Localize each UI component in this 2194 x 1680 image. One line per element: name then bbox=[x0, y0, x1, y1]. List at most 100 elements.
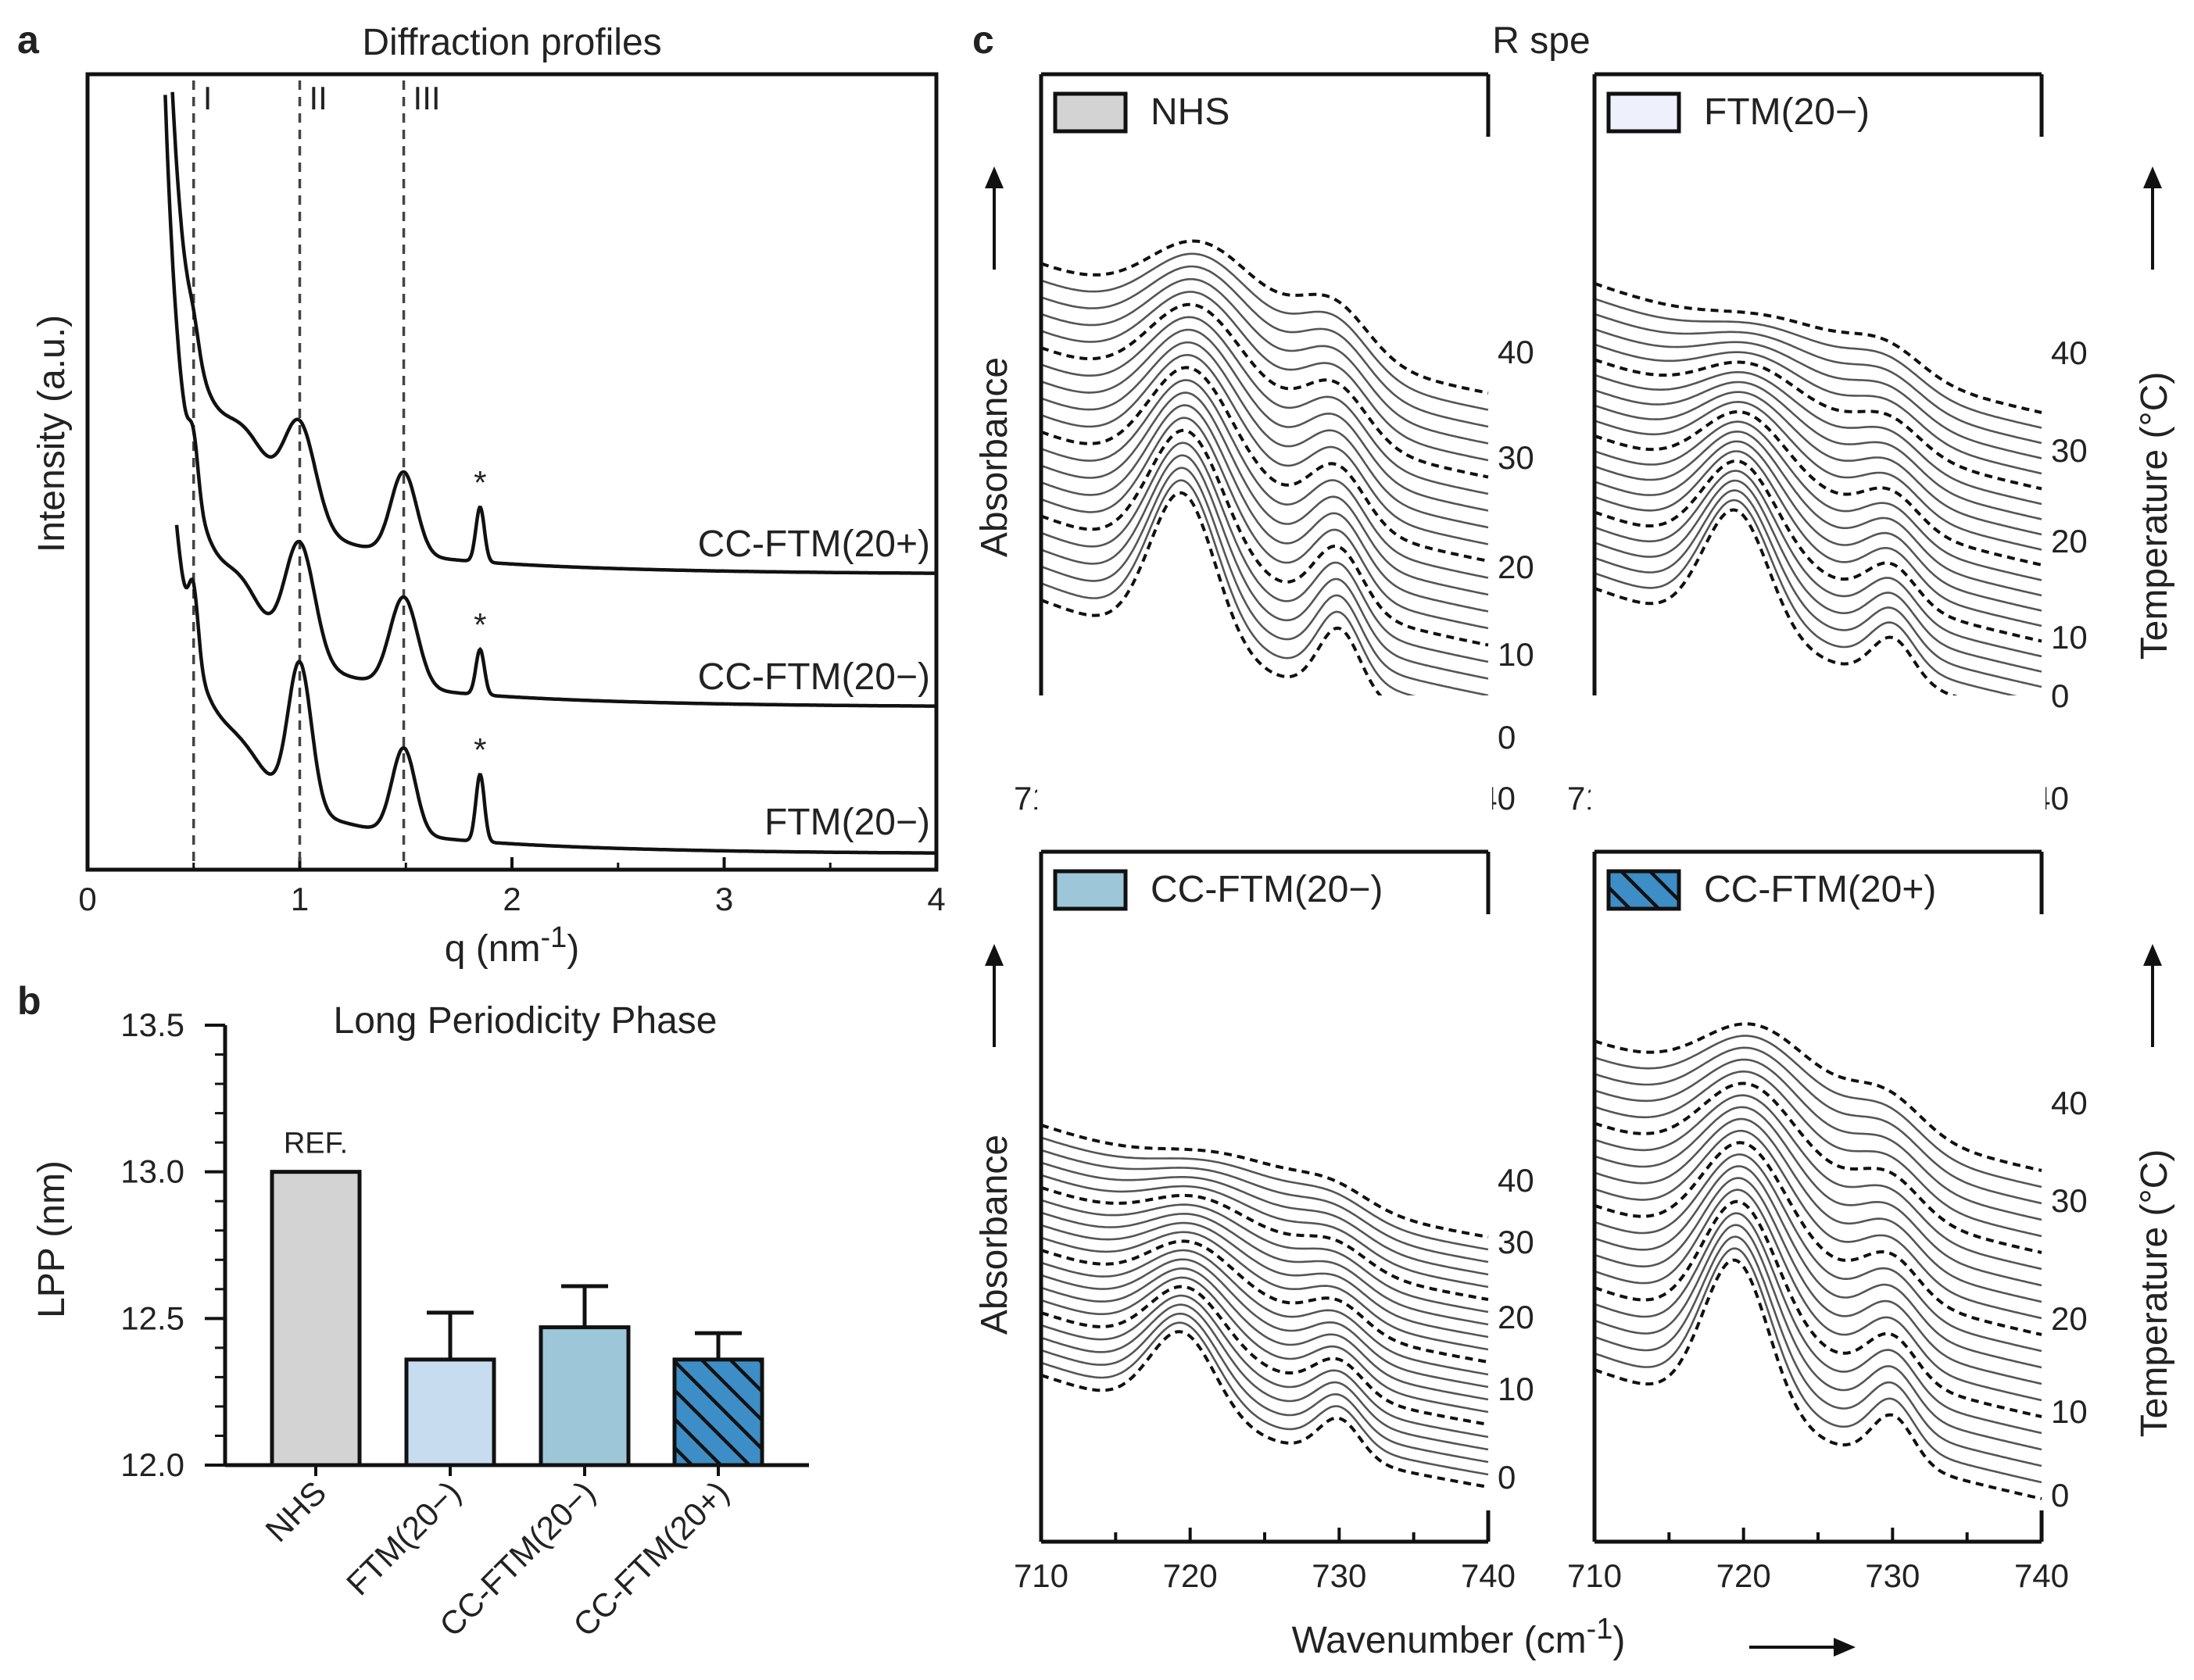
c-temp-label: 40 bbox=[1498, 1162, 1534, 1199]
c-spectrum bbox=[1040, 1161, 1489, 1276]
c-spectrum bbox=[1040, 454, 1489, 680]
c-legend-label: FTM(20−) bbox=[1704, 91, 1870, 133]
c-spectrum bbox=[1594, 1141, 2042, 1336]
c-spectrum bbox=[1594, 370, 2042, 506]
c-spectrum bbox=[1040, 1330, 1489, 1489]
c-spectrum bbox=[1594, 400, 2042, 551]
c-spectrum bbox=[1594, 1247, 2042, 1484]
c-spectrum bbox=[1594, 479, 2042, 673]
c-clip-cover bbox=[1037, 0, 1492, 70]
c-spectrum bbox=[1594, 1189, 2042, 1402]
c-spectrum bbox=[1594, 440, 2042, 612]
c-y2label: Temperature (°C) bbox=[2134, 372, 2175, 660]
c-spectrum bbox=[1594, 1165, 2042, 1369]
c-legend-swatch bbox=[1606, 91, 1681, 134]
panel-a-ylabel: Intensity (a.u.) bbox=[31, 315, 73, 552]
c-xtick-label: 710 bbox=[1567, 1557, 1622, 1594]
b-ytick-label: 13.0 bbox=[120, 1153, 184, 1190]
c-spectrum bbox=[1040, 1303, 1489, 1451]
c-spectrum bbox=[1040, 277, 1489, 445]
c-spectrum bbox=[1040, 1136, 1489, 1251]
c-spectrum bbox=[1040, 239, 1489, 395]
c-spectrum bbox=[1040, 302, 1489, 479]
c-clip-cover bbox=[1591, 695, 2045, 848]
c-temp-label: 20 bbox=[1498, 1299, 1534, 1335]
c-spectrum bbox=[1040, 354, 1489, 545]
panel-letter-b: b bbox=[17, 979, 41, 1023]
c-temp-label: 20 bbox=[2051, 1300, 2088, 1337]
c-spectrum bbox=[1040, 404, 1489, 613]
c-legend-swatch bbox=[1053, 869, 1128, 911]
c-spectrum bbox=[1040, 1231, 1489, 1351]
c-spectrum bbox=[1040, 1285, 1489, 1426]
b-category-label: NHS bbox=[258, 1474, 333, 1549]
c-y2label: Temperature (°C) bbox=[2134, 1149, 2175, 1438]
c-spectrum bbox=[1040, 1276, 1489, 1414]
b-ytick-label: 13.5 bbox=[120, 1006, 184, 1043]
c-temp-label: 20 bbox=[1498, 549, 1534, 585]
c-spectrum bbox=[1594, 1094, 2042, 1271]
c-spectrum bbox=[1594, 391, 2042, 536]
c-spectrum bbox=[1594, 298, 2042, 429]
c-spectrum bbox=[1040, 328, 1489, 512]
panel-a-title: Diffraction profiles bbox=[362, 22, 661, 63]
c-ylabel: Absorbance bbox=[974, 1135, 1015, 1335]
c-spectrum bbox=[1040, 1249, 1489, 1376]
b-ytick-label: 12.0 bbox=[120, 1446, 184, 1483]
c-spectrum bbox=[1594, 1058, 2042, 1221]
c-spectrum bbox=[1594, 328, 2042, 459]
c-spectrum bbox=[1594, 499, 2042, 703]
b-category-label: FTM(20−) bbox=[339, 1474, 467, 1602]
c-subpanel: 710 720 730 740 CC-FTM(20+) 0 10 20 30 40 Temperat… bbox=[1567, 695, 2175, 1594]
c-spectrum bbox=[1594, 1224, 2042, 1451]
c-temp-label: 10 bbox=[1498, 636, 1534, 673]
c-absorbance-arrowhead bbox=[985, 166, 1004, 188]
c-spectrum bbox=[1594, 1071, 2042, 1238]
c-spectrum bbox=[1594, 1022, 2042, 1172]
c-spectrum bbox=[1594, 1153, 2042, 1353]
panel-a-xlabel: q (nm-1) bbox=[445, 921, 579, 970]
c-spectrum bbox=[1040, 1149, 1489, 1264]
c-temp-label: 0 bbox=[2051, 677, 2069, 714]
a-curve bbox=[163, 95, 936, 708]
c-temp-label: 30 bbox=[1498, 439, 1534, 476]
c-xtick-label: 740 bbox=[1461, 1557, 1516, 1594]
c-spectrum bbox=[1040, 1321, 1489, 1476]
panel-letter-c: c bbox=[972, 18, 994, 62]
a-curve bbox=[174, 524, 936, 855]
c-spectrum bbox=[1594, 1129, 2042, 1320]
c-spectrum bbox=[1594, 1177, 2042, 1385]
c-spectrum bbox=[1040, 391, 1489, 596]
c-spectrum bbox=[1594, 381, 2042, 520]
c-spectrum bbox=[1594, 1212, 2042, 1435]
a-curve bbox=[170, 91, 936, 575]
b-bar bbox=[404, 1357, 496, 1467]
c-spectrum bbox=[1594, 489, 2042, 688]
a-reference-label: II bbox=[310, 80, 327, 116]
c-spectrum bbox=[1040, 1211, 1489, 1326]
c-spectrum bbox=[1040, 1199, 1489, 1314]
c-temp-label: 20 bbox=[2051, 523, 2088, 559]
c-spectrum bbox=[1040, 316, 1489, 495]
c-subpanel: 710720730740FTM(20−)010203040Temperature… bbox=[1567, 0, 2175, 817]
c-clip-cover bbox=[1037, 695, 1492, 848]
c-temp-label: 0 bbox=[2051, 1477, 2069, 1514]
c-temp-label: 40 bbox=[1498, 334, 1534, 370]
b-ytick-label: 12.5 bbox=[120, 1299, 184, 1336]
c-spectrum bbox=[1040, 1239, 1489, 1364]
c-spectrum bbox=[1594, 1258, 2042, 1500]
c-temp-label: 0 bbox=[1498, 719, 1516, 756]
a-peak-marker: * bbox=[474, 464, 486, 501]
c-spectrum bbox=[1594, 343, 2042, 475]
c-spectrum bbox=[1594, 430, 2042, 597]
b-annotation: REF. bbox=[284, 1128, 348, 1160]
a-series-label: CC-FTM(20−) bbox=[698, 656, 930, 698]
c-spectrum bbox=[1040, 252, 1489, 411]
c-xtick-label: 710 bbox=[1014, 1557, 1068, 1594]
c-temp-label: 30 bbox=[2051, 1182, 2088, 1219]
c-spectrum bbox=[1040, 1312, 1489, 1464]
c-spectrum bbox=[1040, 1294, 1489, 1439]
c-spectrum bbox=[1040, 1221, 1489, 1339]
c-spectrum bbox=[1040, 366, 1489, 563]
